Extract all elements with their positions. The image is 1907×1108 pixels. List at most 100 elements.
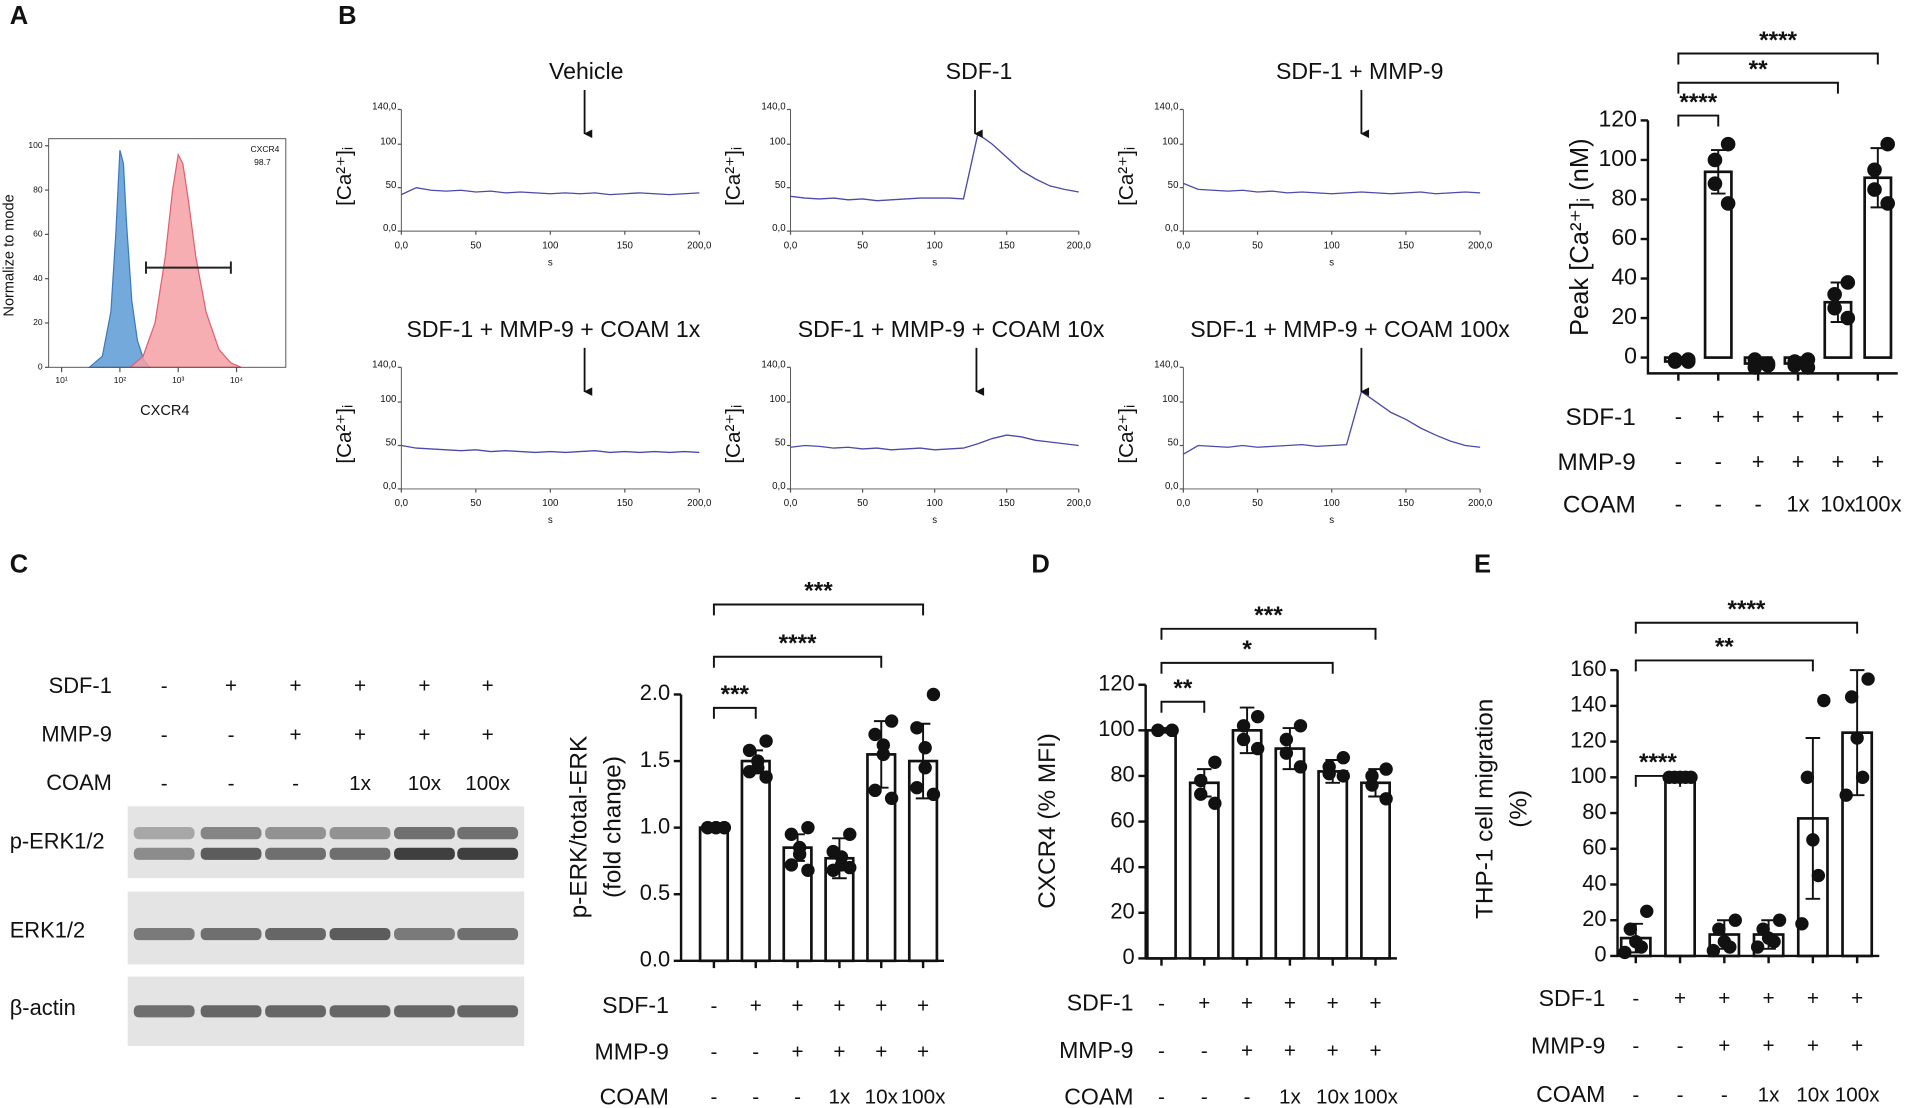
data-point	[717, 820, 731, 835]
y-tick-label: 140,0	[1154, 359, 1179, 370]
calcium-trace	[790, 132, 1079, 202]
data-point	[876, 738, 891, 752]
y-tick-label: 0	[1594, 942, 1606, 967]
trace-title: SDF-1 + MMP-9 + COAM 10x	[798, 316, 1105, 342]
data-point	[1365, 778, 1379, 792]
condition-value: +	[354, 723, 366, 746]
data-point	[1336, 751, 1350, 765]
condition-value: -	[1677, 1035, 1684, 1058]
blot-band	[394, 1005, 455, 1018]
condition-value: -	[228, 723, 235, 746]
condition-value: +	[225, 675, 237, 698]
y-tick-label: 140,0	[1154, 102, 1179, 113]
axes	[400, 367, 700, 490]
blot-band	[457, 847, 519, 860]
x-tick-label: 100	[542, 498, 559, 509]
condition-value: -	[1632, 1083, 1639, 1106]
condition-value: 100x	[465, 772, 510, 795]
y-tick-label: 120	[1098, 671, 1135, 696]
y-tick-label: 40	[1611, 264, 1637, 290]
condition-value: -	[710, 1086, 717, 1108]
blot-band	[329, 847, 391, 860]
x-tick-label: 150	[617, 498, 634, 509]
calcium-trace	[401, 444, 700, 454]
condition-value: +	[1752, 449, 1765, 474]
y-tick-label: 0,0	[772, 223, 786, 234]
condition-value: +	[1763, 1035, 1775, 1058]
y-tick-label: 0,0	[1165, 223, 1179, 234]
data-point	[1707, 176, 1723, 191]
x-axis-label: s	[1329, 257, 1334, 268]
y-tick-label: 140,0	[372, 102, 397, 113]
y-tick-label: 140,0	[761, 359, 786, 370]
data-point	[1279, 732, 1294, 747]
condition-value: +	[1241, 992, 1253, 1015]
y-axis-label: Normalize to mode	[2, 194, 18, 316]
data-point	[792, 847, 807, 861]
condition-value: +	[833, 1041, 845, 1064]
data-point	[1618, 945, 1632, 960]
data-point	[1747, 360, 1763, 375]
y-tick-label: 100	[1570, 763, 1607, 788]
panel-label: A	[10, 2, 28, 30]
blot-band	[457, 1005, 519, 1018]
y-axis-label: (fold change)	[600, 756, 627, 898]
condition-name: MMP-9	[594, 1038, 668, 1064]
blot-band	[200, 827, 262, 840]
blot-band	[200, 927, 262, 941]
y-tick-label: 100	[1162, 136, 1179, 147]
significance-bracket	[712, 706, 757, 719]
data-point	[1279, 746, 1294, 760]
calcium-trace	[1183, 390, 1481, 455]
data-point	[1379, 762, 1393, 776]
data-point	[1165, 723, 1179, 738]
condition-name: MMP-9	[1531, 1032, 1605, 1058]
condition-value: 10x	[1796, 1083, 1830, 1106]
condition-value: +	[354, 675, 366, 698]
condition-value: +	[1752, 404, 1765, 429]
condition-value: +	[1792, 449, 1805, 474]
condition-value: +	[1198, 992, 1210, 1015]
condition-value: -	[1675, 492, 1682, 517]
y-tick-label: 20	[1110, 899, 1134, 924]
data-point	[1880, 196, 1895, 211]
blot-band	[265, 827, 326, 840]
x-tick-label: 150	[1398, 498, 1415, 509]
blot-band	[394, 847, 455, 860]
y-axis-label: [Ca²⁺]ᵢ	[333, 147, 356, 206]
axes	[1616, 670, 1880, 958]
calcium-trace	[790, 434, 1079, 451]
data-point	[884, 714, 899, 728]
condition-name: COAM	[1536, 1081, 1605, 1107]
y-axis-label: THP-1 cell migration	[1472, 699, 1499, 919]
condition-value: +	[1369, 992, 1381, 1015]
blot-band	[329, 827, 391, 840]
bar	[1317, 770, 1349, 960]
y-tick-label: 20	[1611, 303, 1637, 329]
data-point	[1706, 943, 1721, 958]
data-point	[843, 827, 857, 841]
blot-row-label: β-actin	[10, 995, 76, 1020]
x-axis-label: CXCR4	[140, 403, 189, 419]
condition-value: +	[482, 723, 494, 746]
data-point	[1208, 796, 1222, 811]
bar	[1274, 747, 1306, 960]
condition-value: +	[1851, 987, 1863, 1010]
condition-value: 1x	[1279, 1086, 1301, 1108]
x-tick-label: 200,0	[687, 498, 712, 509]
condition-name: MMP-9	[1557, 449, 1635, 476]
condition-value: -	[752, 1041, 759, 1064]
panel-label: E	[1474, 550, 1491, 578]
x-tick-label: 10²	[114, 375, 126, 385]
data-point	[1634, 940, 1648, 954]
x-tick-label: 10¹	[55, 375, 67, 385]
x-axis-label: s	[932, 257, 937, 268]
condition-value: +	[792, 1041, 804, 1064]
blot-band	[329, 1005, 391, 1018]
axes	[790, 109, 1079, 232]
condition-name: SDF-1	[1067, 990, 1134, 1016]
y-tick-label: 100	[769, 394, 786, 405]
x-tick-label: 150	[617, 240, 634, 251]
y-tick-label: 0	[1123, 944, 1135, 969]
